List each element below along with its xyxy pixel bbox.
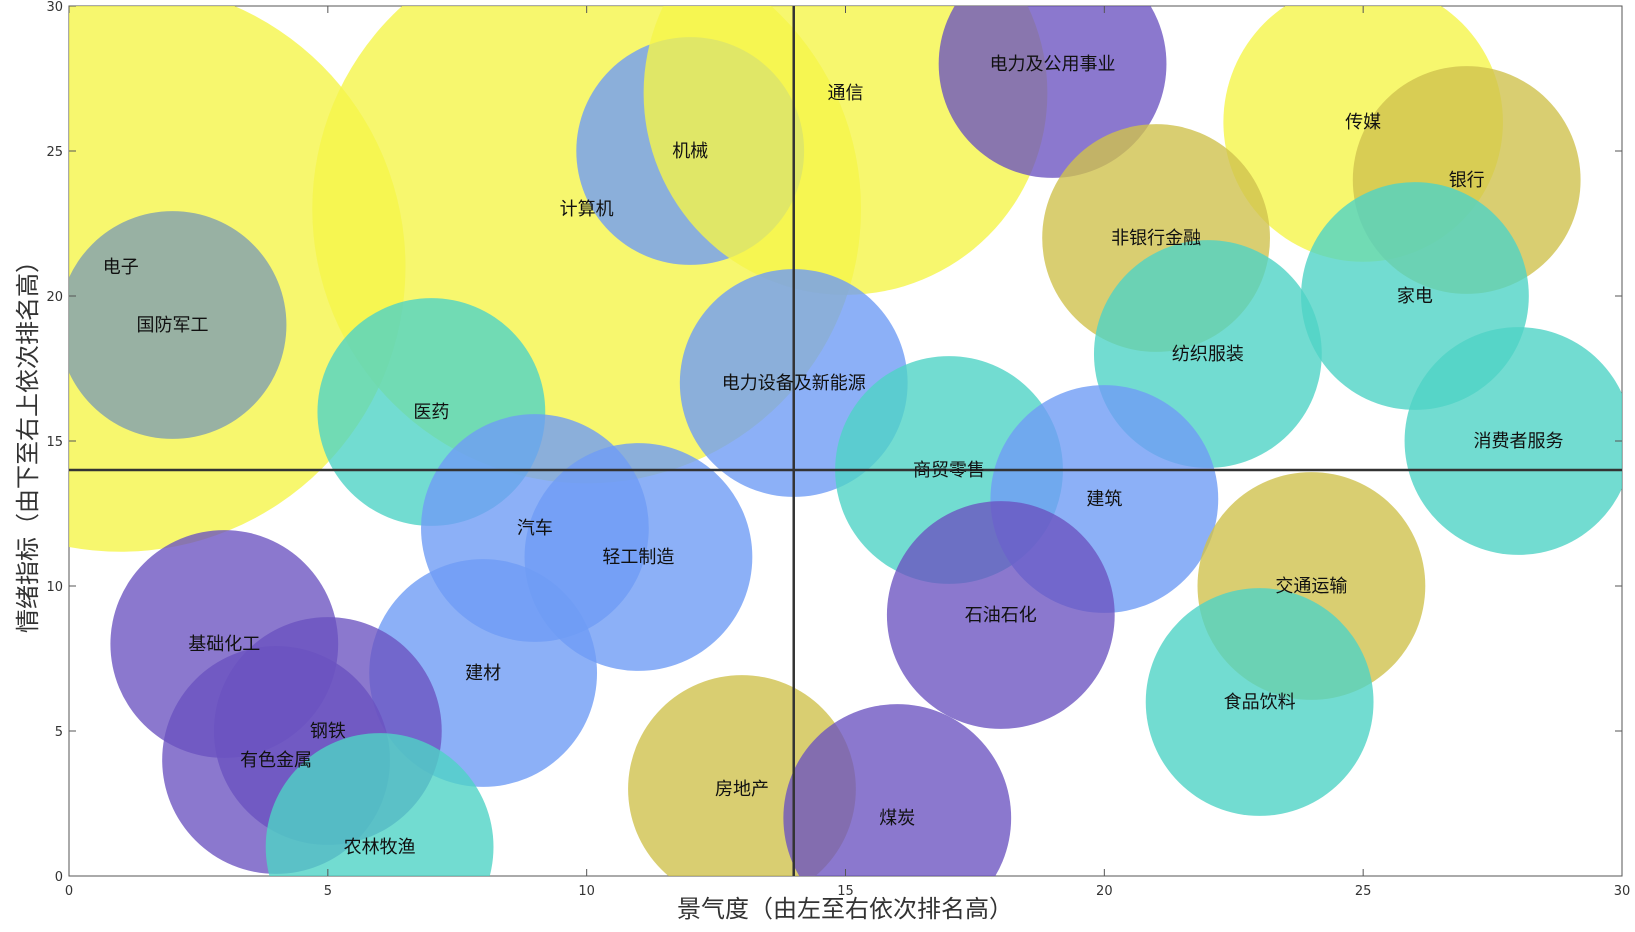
x-tick-label: 25	[1355, 884, 1372, 899]
y-axis-ticks: 0 5 10 15 20 25 30	[46, 0, 1622, 885]
bubble-label-25: 有色金属	[240, 750, 312, 771]
x-axis-ticks: 0 5 10 15 20 25 30	[65, 6, 1630, 899]
bubble-label-21: 基础化工	[188, 634, 260, 655]
bubble-label-17: 汽车	[517, 518, 553, 539]
bubble-label-24: 钢铁	[310, 721, 346, 742]
bubble-28	[265, 733, 494, 876]
y-tick-label: 5	[55, 725, 63, 740]
bubble-label-11: 纺织服装	[1172, 344, 1244, 365]
bubble-label-2: 国防军工	[137, 315, 209, 336]
bubble-label-18: 轻工制造	[602, 547, 674, 568]
bubble-label-8: 银行	[1449, 170, 1485, 191]
bubble-label-26: 房地产	[715, 779, 769, 800]
bubble-label-15: 商贸零售	[913, 460, 985, 481]
bubble-label-13: 电力设备及新能源	[722, 373, 866, 394]
quadrant-lines	[69, 6, 1622, 876]
y-tick-label: 20	[46, 290, 63, 305]
bubble-14	[1404, 327, 1622, 555]
bubble-label-12: 医药	[413, 402, 449, 423]
y-tick-label: 25	[46, 145, 63, 160]
bubble-label-14: 消费者服务	[1473, 431, 1563, 452]
y-axis-label: 情绪指标（由下至右上依次排名高）	[14, 249, 42, 633]
bubble-2	[69, 211, 287, 439]
y-tick-label: 15	[46, 435, 63, 450]
y-tick-label: 0	[55, 870, 63, 885]
x-tick-label: 5	[324, 884, 332, 899]
bubble-label-19: 交通运输	[1275, 576, 1347, 597]
bubble-label-20: 石油石化	[965, 605, 1037, 626]
bubble-label-3: 计算机	[560, 199, 614, 220]
bubble-label-27: 煤炭	[879, 808, 915, 829]
x-tick-label: 0	[65, 884, 73, 899]
x-axis-label: 景气度（由左至右依次排名高）	[677, 895, 1013, 923]
bubble-label-7: 传媒	[1345, 112, 1381, 133]
x-tick-label: 10	[578, 884, 595, 899]
bubble-27	[783, 704, 1012, 876]
x-tick-label: 20	[1096, 884, 1113, 899]
bubble-label-5: 通信	[828, 83, 864, 104]
bubble-label-6: 电力及公用事业	[990, 54, 1116, 75]
bubble-label-10: 家电	[1397, 286, 1433, 307]
bubble-label-1: 电子	[103, 257, 139, 278]
x-tick-label: 15	[837, 884, 854, 899]
x-tick-label: 30	[1614, 884, 1631, 899]
y-tick-label: 10	[46, 580, 63, 595]
bubble-label-28: 农林牧渔	[344, 837, 416, 858]
bubble-label-23: 食品饮料	[1224, 692, 1296, 713]
bubble-20	[886, 501, 1115, 729]
bubble-label-16: 建筑	[1086, 489, 1122, 510]
bubble-18	[524, 443, 753, 671]
bubble-label-4: 机械	[672, 141, 708, 162]
bubble-23	[1145, 588, 1374, 816]
bubble-label-22: 建材	[465, 663, 501, 684]
bubble-label-9: 非银行金融	[1111, 228, 1201, 249]
y-tick-label: 30	[46, 0, 63, 15]
